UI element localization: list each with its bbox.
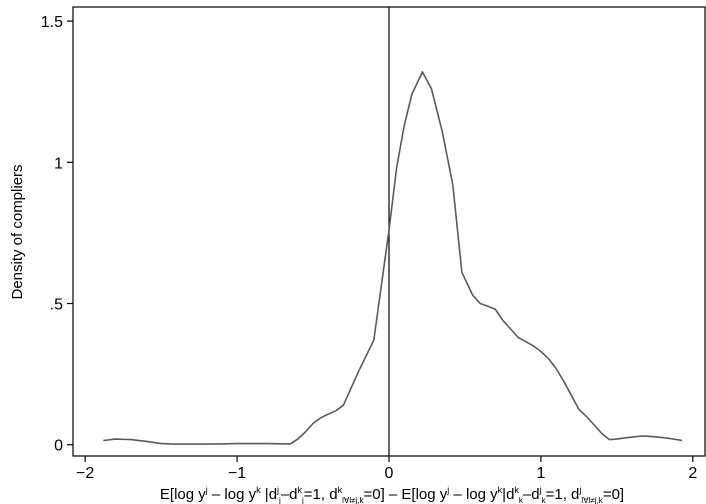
y-tick-label-0: 0	[54, 438, 63, 455]
x-tick-label-1: −1	[228, 465, 246, 482]
x-tick-label-3: 1	[536, 465, 545, 482]
density-curve	[103, 71, 683, 445]
y-axis: 0 .5 1 1.5	[41, 14, 73, 455]
x-tick-label-0: −2	[76, 465, 94, 482]
x-axis-title: E[log yj – log yk |djj–dkj=1, dkl∀l≠j,k=…	[160, 485, 624, 504]
x-tick-label-2: 0	[385, 465, 394, 482]
y-axis-title: Density of compliers	[9, 164, 26, 299]
y-tick-label-1: .5	[50, 297, 63, 314]
x-axis: −2 −1 0 1 2	[76, 456, 697, 482]
x-tick-label-4: 2	[688, 465, 697, 482]
y-tick-label-2: 1	[54, 155, 63, 172]
y-tick-label-3: 1.5	[41, 14, 63, 31]
